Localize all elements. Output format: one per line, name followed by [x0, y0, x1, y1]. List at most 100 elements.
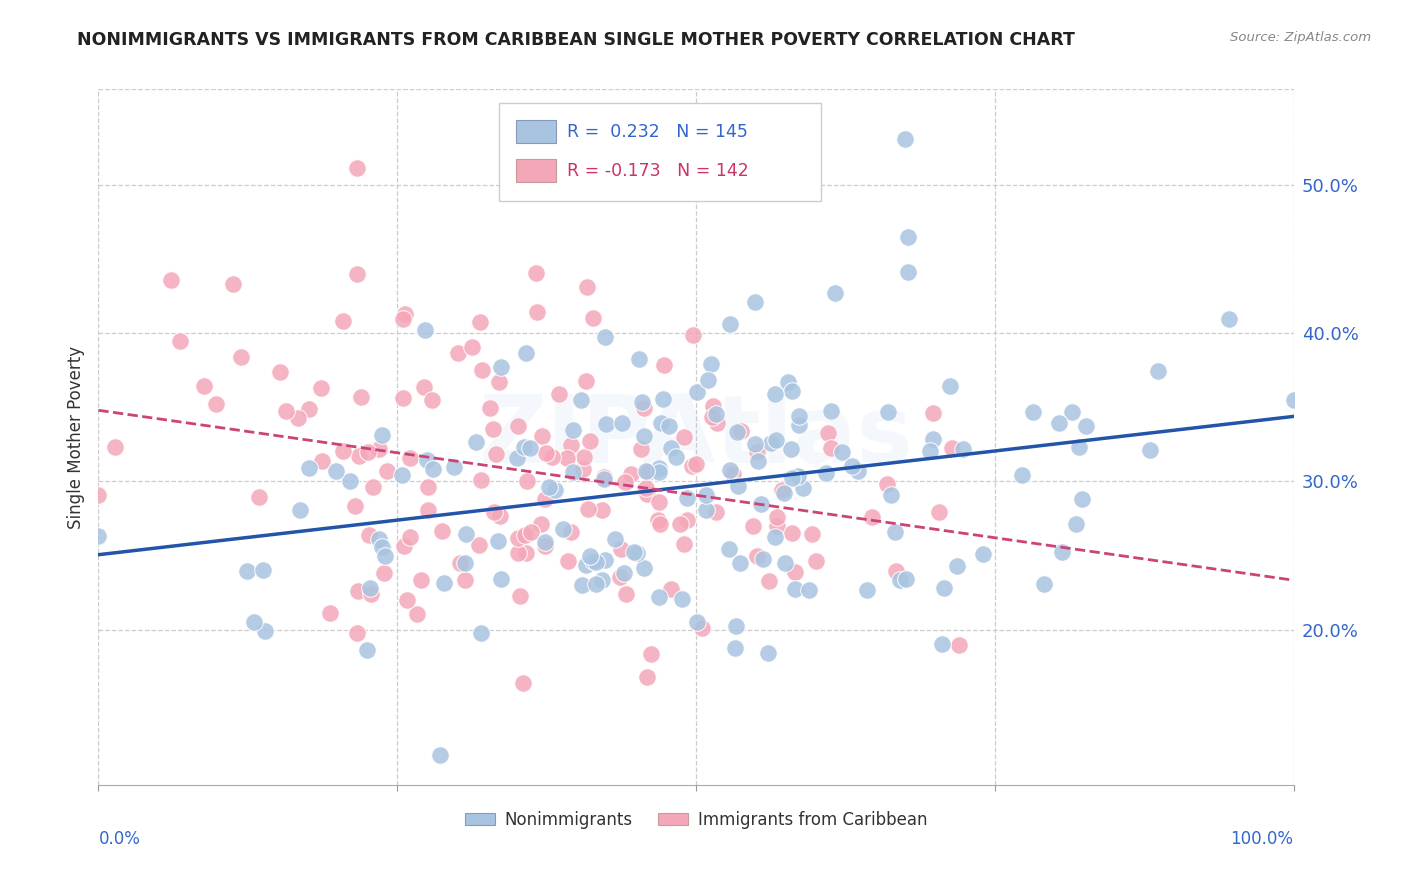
Text: Source: ZipAtlas.com: Source: ZipAtlas.com	[1230, 31, 1371, 45]
Point	[576, 501, 599, 516]
Point	[359, 581, 381, 595]
Point	[489, 359, 512, 374]
Point	[104, 440, 127, 454]
Point	[626, 546, 648, 560]
Point	[346, 161, 368, 175]
Point	[530, 517, 553, 532]
Point	[288, 503, 311, 517]
Point	[648, 461, 671, 475]
Point	[406, 607, 429, 621]
Point	[730, 424, 752, 438]
Point	[633, 429, 655, 443]
Point	[686, 615, 709, 629]
Point	[894, 572, 917, 586]
Point	[1050, 544, 1073, 558]
Point	[526, 305, 548, 319]
Point	[443, 460, 465, 475]
Point	[806, 553, 828, 567]
Point	[820, 442, 842, 456]
Point	[717, 541, 740, 556]
Point	[534, 535, 557, 549]
Point	[347, 584, 370, 599]
Point	[724, 619, 747, 633]
Point	[470, 473, 492, 487]
Point	[630, 442, 652, 457]
Point	[557, 554, 579, 568]
Text: 100.0%: 100.0%	[1230, 830, 1294, 848]
Point	[357, 528, 380, 542]
Point	[508, 546, 530, 560]
Point	[648, 495, 671, 509]
Point	[430, 524, 453, 538]
Point	[534, 492, 557, 507]
Point	[886, 564, 908, 578]
Point	[569, 393, 592, 408]
Point	[486, 534, 509, 549]
Point	[630, 394, 652, 409]
Point	[889, 574, 911, 588]
Point	[488, 375, 510, 389]
Point	[422, 462, 444, 476]
Point	[370, 540, 392, 554]
Point	[325, 464, 347, 478]
Point	[560, 438, 582, 452]
Point	[651, 392, 673, 407]
Point	[648, 516, 671, 531]
Point	[247, 490, 270, 504]
Point	[591, 573, 613, 587]
Point	[356, 643, 378, 657]
Point	[765, 433, 787, 447]
Point	[339, 474, 361, 488]
Point	[515, 546, 537, 560]
Point	[453, 573, 475, 587]
Point	[747, 549, 769, 563]
Point	[416, 453, 439, 467]
Text: 0.0%: 0.0%	[98, 830, 141, 848]
Point	[636, 481, 658, 495]
Point	[747, 445, 769, 459]
Point	[883, 524, 905, 539]
Point	[846, 464, 869, 478]
Point	[787, 469, 810, 483]
Point	[447, 346, 470, 360]
Point	[785, 582, 807, 597]
Point	[671, 591, 693, 606]
Point	[222, 277, 245, 291]
Point	[718, 317, 741, 331]
Point	[585, 577, 607, 591]
FancyBboxPatch shape	[516, 120, 557, 144]
Point	[418, 480, 440, 494]
Point	[562, 465, 585, 479]
Point	[697, 373, 720, 387]
Point	[468, 315, 491, 329]
Point	[789, 418, 811, 433]
Point	[534, 446, 557, 460]
Point	[799, 582, 821, 597]
Point	[814, 466, 837, 480]
Point	[876, 477, 898, 491]
Point	[242, 615, 264, 629]
Point	[571, 577, 593, 591]
Point	[361, 479, 384, 493]
Point	[724, 641, 747, 656]
Point	[658, 418, 681, 433]
Point	[922, 432, 945, 446]
Point	[346, 267, 368, 281]
Point	[205, 397, 228, 411]
Point	[682, 328, 704, 343]
Point	[780, 384, 803, 398]
Point	[585, 555, 607, 569]
Point	[561, 423, 583, 437]
Point	[1074, 419, 1097, 434]
Point	[524, 266, 547, 280]
Point	[1218, 312, 1240, 326]
Point	[489, 572, 512, 586]
Point	[690, 621, 713, 635]
Point	[669, 516, 692, 531]
Point	[939, 378, 962, 392]
Point	[931, 637, 953, 651]
Point	[681, 459, 703, 474]
Point	[747, 454, 769, 468]
Point	[779, 442, 801, 456]
Point	[395, 593, 418, 607]
